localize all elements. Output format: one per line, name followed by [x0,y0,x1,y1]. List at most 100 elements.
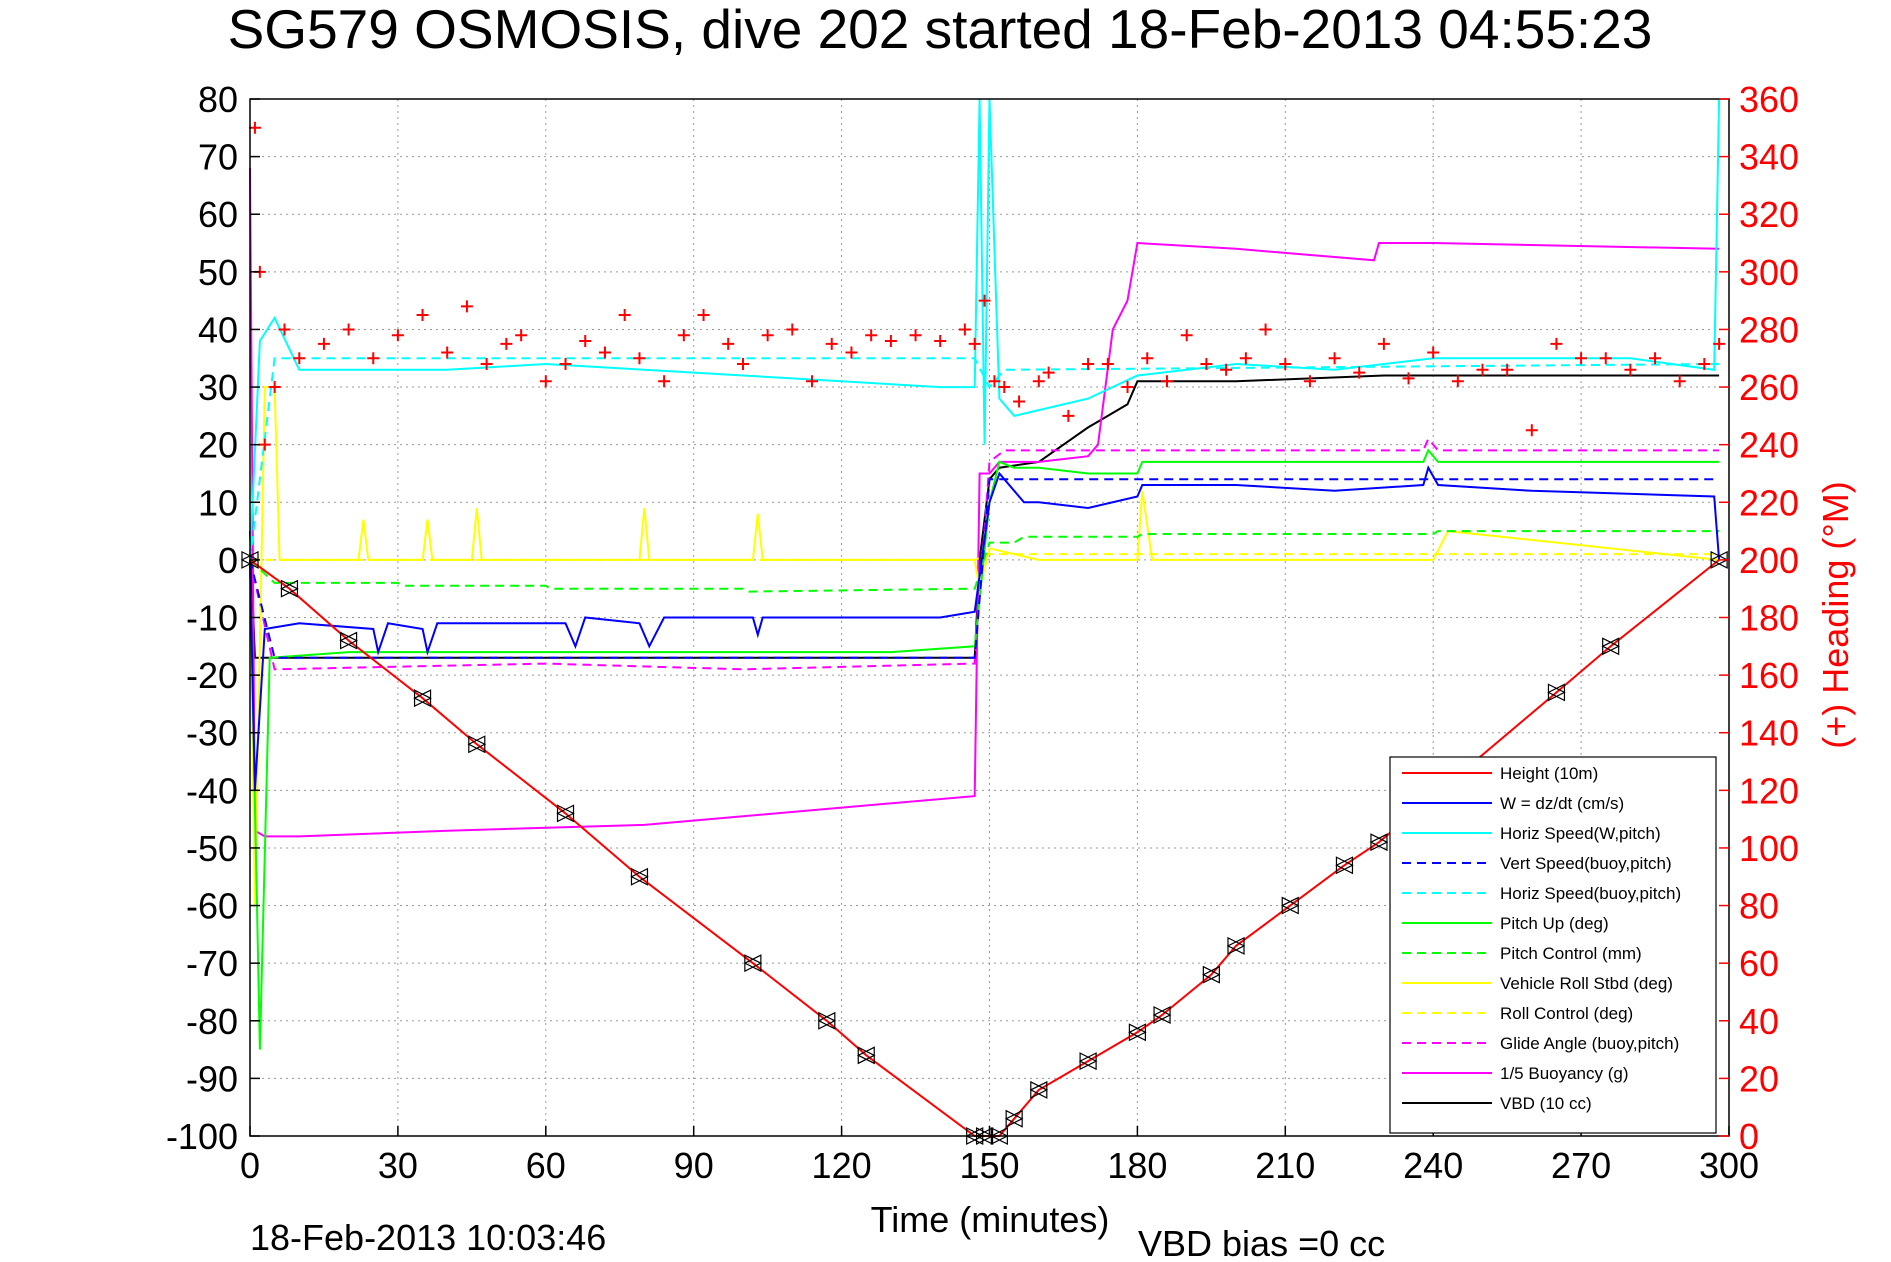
data-point [856,1046,876,1065]
y2-tick-label: 80 [1739,886,1779,927]
y2-tick-label: 160 [1739,655,1799,696]
x-tick-label: 150 [959,1145,1019,1186]
data-point [1525,424,1538,437]
data-point [579,334,592,347]
x-tick-label: 30 [378,1145,418,1186]
data-point [988,375,1001,388]
y2-tick-label: 40 [1739,1001,1779,1042]
series-9 [249,437,1720,671]
y2-tick-label: 140 [1739,713,1799,754]
y2-tick-label: 180 [1739,598,1799,639]
y2-tick-label: 20 [1739,1058,1779,1099]
data-point [1141,352,1154,365]
data-point [865,329,878,342]
data-point [1369,833,1389,852]
data-point [1451,375,1464,388]
series-7 [249,386,1720,906]
data-point [248,121,261,134]
data-point [280,579,299,598]
data-point [559,358,572,371]
data-point [1601,637,1621,656]
data-point [598,346,611,359]
data-point [825,337,838,350]
legend-label: Roll Control (deg) [1500,1004,1633,1023]
data-point [1698,358,1711,371]
series-10 [249,168,1720,838]
data-point [1259,323,1272,336]
y2-axis-label: (+) Heading (°M) [1815,481,1856,748]
data-point [1078,1052,1098,1071]
y-tick-label: 60 [198,194,238,235]
data-point [1279,358,1292,371]
y-tick-label: -60 [186,886,238,927]
timestamp-label: 18-Feb-2013 10:03:46 [250,1217,606,1258]
y2-tick-label: 240 [1739,425,1799,466]
data-point [934,334,947,347]
data-point [1042,366,1055,379]
series-6 [249,530,1720,593]
data-point [845,346,858,359]
x-tick-label: 120 [812,1145,872,1186]
data-point [1239,352,1252,365]
series-12 [248,121,1726,451]
data-point [413,689,432,708]
legend-label: Horiz Speed(buoy,pitch) [1500,884,1681,903]
data-point [342,323,355,336]
data-point [743,954,763,973]
data-point [1427,346,1440,359]
x-tick-label: 60 [526,1145,566,1186]
y-tick-label: 20 [198,425,238,466]
data-point [1599,352,1612,365]
data-point [539,375,552,388]
y-tick-label: -10 [186,598,238,639]
y-tick-label: 40 [198,309,238,350]
y2-tick-label: 60 [1739,943,1779,984]
x-tick-label: 180 [1107,1145,1167,1186]
data-point [618,309,631,322]
data-point [1062,409,1075,422]
data-point [630,867,649,886]
y-tick-label: -50 [186,828,238,869]
data-point [339,631,358,650]
data-point [515,329,528,342]
y-tick-label: -90 [186,1058,238,1099]
data-point [460,300,473,313]
y2-tick-label: 300 [1739,252,1799,293]
data-point [1476,363,1489,376]
y-tick-label: 80 [198,79,238,120]
y2-tick-label: 200 [1739,540,1799,581]
y-tick-label: -100 [166,1116,238,1157]
data-point [1673,375,1686,388]
data-point [633,352,646,365]
series-line [249,465,1721,791]
legend-label: Height (10m) [1500,764,1598,783]
data-point [1377,337,1390,350]
legend: Height (10m) W = dz/dt (cm/s) Horiz Speed(… [1389,756,1717,1134]
data-point [1160,375,1173,388]
y2-tick-label: 100 [1739,828,1799,869]
y-tick-label: 30 [198,367,238,408]
data-point [1575,352,1588,365]
legend-label: Vehicle Roll Stbd (deg) [1500,974,1673,993]
legend-label: Glide Angle (buoy,pitch) [1500,1034,1679,1053]
legend-box [1389,756,1717,1134]
data-point [1624,363,1637,376]
y-tick-label: -30 [186,713,238,754]
x-axis-label: Time (minutes) [871,1199,1110,1240]
data-point [884,334,897,347]
data-point [1032,375,1045,388]
y2-tick-label: 260 [1739,367,1799,408]
chart-title: SG579 OSMOSIS, dive 202 started 18-Feb-2… [228,0,1653,60]
series-line [249,448,1720,1050]
series-4 [249,357,1720,561]
data-point [1303,375,1316,388]
series-line [249,357,1720,561]
series-3 [249,478,1720,659]
legend-label: Horiz Speed(W,pitch) [1500,824,1661,843]
data-point [1082,358,1095,371]
series-line [249,437,1720,671]
data-point [1004,1109,1024,1128]
data-point [1353,366,1366,379]
